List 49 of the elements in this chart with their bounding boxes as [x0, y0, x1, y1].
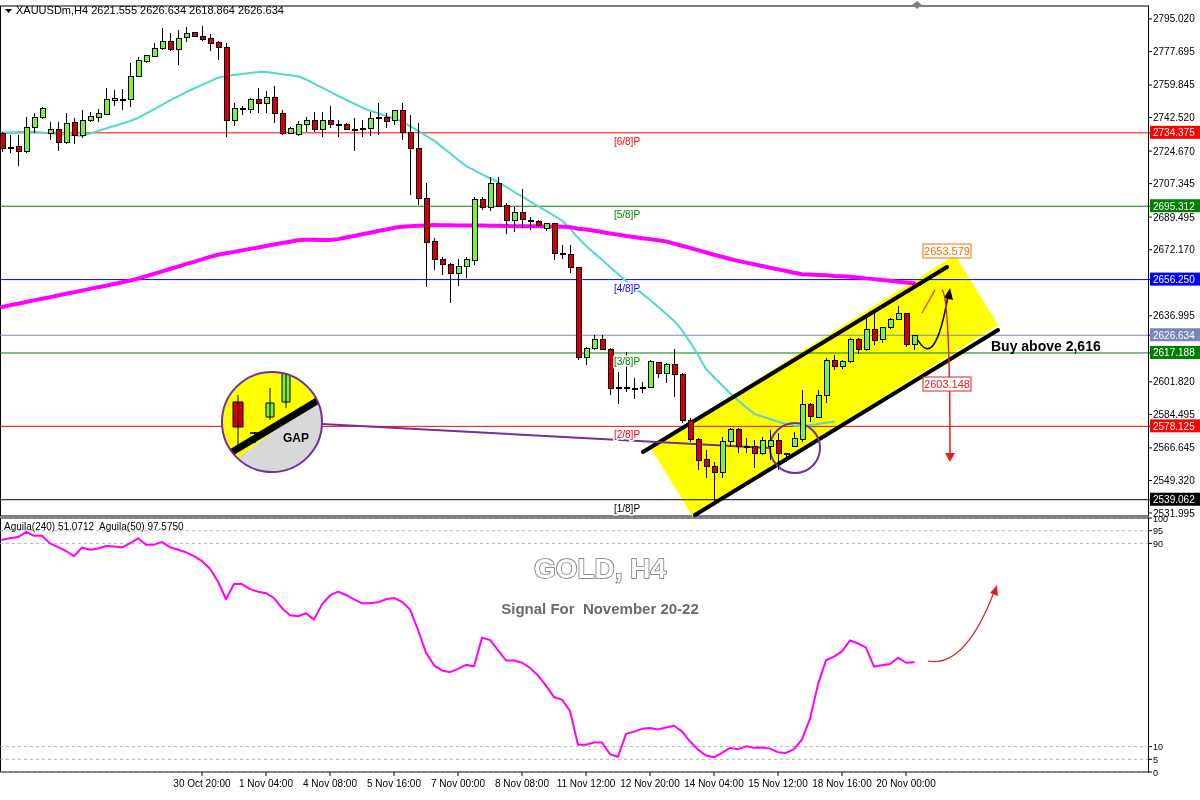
y-tick-label: 2707.345 [1153, 178, 1196, 190]
x-tick-label: 4 Nov 08:00 [303, 778, 358, 789]
y-tick-label: 2695.312 [1153, 200, 1196, 212]
y-tick-label: 2566.645 [1153, 442, 1196, 454]
y-tick-label: 2759.845 [1153, 79, 1196, 91]
x-tick-label: 5 Nov 16:00 [367, 778, 422, 789]
ref-line-label: [1/8]P [613, 502, 641, 514]
y-tick-label: 2689.495 [1153, 211, 1196, 223]
text: 2653.579 [924, 245, 970, 257]
ref-line-label: [2/8]P [613, 429, 641, 441]
y-tick-label: 2636.995 [1153, 310, 1196, 322]
y-tick-label: 2656.250 [1153, 274, 1196, 286]
text: Signal For November 20-22 [501, 600, 699, 617]
x-tick-label: 30 Oct 20:00 [173, 778, 232, 789]
y-tick-label: 5 [1153, 754, 1159, 765]
y-tick-label: 2795.020 [1153, 13, 1196, 25]
y-tick-label: 2734.375 [1153, 127, 1196, 139]
y-tick-label: 2724.670 [1153, 145, 1196, 157]
ref-line-label: [5/8]P [613, 209, 641, 221]
annotation: Aguila(240) 51.0712 Aguila(50) 97.5750 [4, 521, 185, 532]
x-tick-label: 8 Nov 08:00 [495, 778, 550, 789]
text: 2603.148 [924, 378, 970, 390]
text: Buy above 2,616 [991, 338, 1101, 354]
x-tick-label: 12 Nov 20:00 [620, 778, 681, 789]
ref-line-label: [6/8]P [613, 135, 641, 147]
y-tick-label: 2549.320 [1153, 474, 1196, 486]
x-tick-label: 20 Nov 00:00 [876, 778, 937, 789]
y-tick-label: 2601.820 [1153, 376, 1196, 388]
x-tick-label: 14 Nov 04:00 [684, 778, 745, 789]
y-tick-label: 2672.170 [1153, 244, 1196, 256]
x-tick-label: 11 Nov 12:00 [556, 778, 616, 789]
y-tick-label: 10 [1153, 742, 1164, 753]
y-tick-label: 2617.188 [1153, 347, 1196, 359]
x-tick-label: 7 Nov 00:00 [431, 778, 486, 789]
y-tick-label: 2539.062 [1153, 494, 1196, 506]
y-tick-label: 2584.495 [1153, 408, 1196, 420]
chart-title: XAUUSDm,H4 2621.555 2626.634 2618.864 2626.634 [16, 4, 284, 16]
y-tick-label: 2777.695 [1153, 45, 1196, 57]
y-tick-label: 2742.520 [1153, 112, 1196, 124]
y-tick-label: 95 [1153, 526, 1164, 537]
y-tick-label: 2626.634 [1153, 329, 1196, 341]
annotation: GAP [282, 431, 310, 445]
y-tick-label: 0 [1153, 767, 1159, 778]
x-tick-label: 1 Nov 04:00 [239, 778, 294, 789]
y-tick-label: 2578.125 [1153, 420, 1196, 432]
x-tick-label: 18 Nov 16:00 [812, 778, 873, 789]
y-tick-label: 90 [1153, 538, 1164, 549]
text: GOLD, H4 [533, 553, 667, 584]
x-tick-label: 15 Nov 12:00 [748, 778, 809, 789]
